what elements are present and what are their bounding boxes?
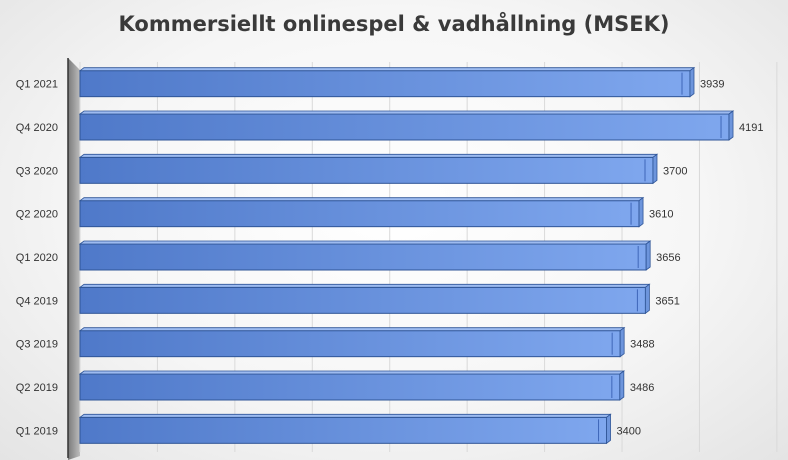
data-label: 3939: [700, 79, 724, 91]
bar: [79, 373, 621, 401]
data-label: 3488: [630, 339, 654, 351]
data-label: 3486: [630, 382, 654, 394]
bar-top: [78, 283, 651, 288]
category-label: Q1 2021: [16, 79, 58, 91]
bar: [79, 200, 640, 228]
bar: [79, 286, 646, 314]
data-label: 3651: [655, 295, 679, 307]
bar-end: [606, 413, 611, 445]
bar-top: [78, 153, 659, 158]
category-label: Q3 2019: [16, 339, 58, 351]
bar-end: [619, 370, 625, 401]
bar-end: [638, 196, 644, 228]
bar-end: [728, 110, 734, 141]
bar-top: [78, 240, 652, 245]
bar: [79, 156, 654, 184]
bar-end: [619, 326, 625, 358]
bar-end: [644, 283, 650, 315]
bar: [79, 330, 621, 358]
bar-end: [645, 240, 651, 271]
category-label: Q4 2019: [16, 295, 58, 307]
data-label: 3656: [656, 252, 680, 264]
category-label: Q1 2020: [16, 252, 58, 264]
category-label: Q3 2020: [16, 165, 58, 177]
bar: [79, 416, 608, 444]
category-label: Q4 2020: [16, 122, 58, 134]
bar: [79, 113, 730, 141]
bar-end: [652, 153, 658, 185]
bar-end: [689, 66, 695, 98]
bar: [79, 243, 647, 271]
data-label: 3610: [649, 209, 673, 221]
bar-top: [78, 327, 626, 332]
bar-top: [78, 413, 612, 418]
category-label: Q2 2019: [16, 382, 58, 394]
chart-title: Kommersiellt onlinespel & vadhållning (M…: [119, 11, 670, 36]
bar-top: [78, 197, 645, 202]
data-label: 4191: [739, 122, 763, 134]
data-label: 3700: [663, 165, 687, 177]
bar-top: [78, 110, 735, 115]
data-label: 3400: [617, 425, 641, 437]
bar: [79, 70, 691, 98]
chart-side-wall: [68, 58, 80, 460]
bar-top: [78, 67, 696, 72]
category-label: Q1 2019: [16, 425, 58, 437]
category-label: Q2 2020: [16, 209, 58, 221]
bar-top: [78, 370, 626, 375]
plot-area: Q1 2021 3939 Q4 2020 4191 Q3 2020 3700 Q2 2020…: [16, 58, 778, 460]
